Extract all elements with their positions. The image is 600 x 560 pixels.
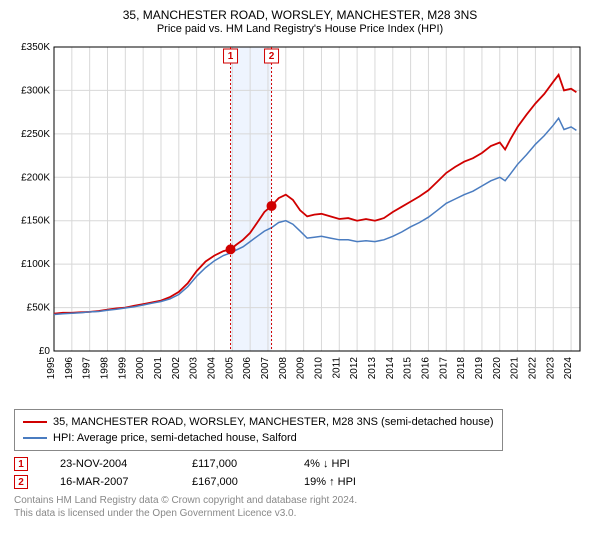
svg-text:2017: 2017: [438, 357, 449, 380]
line-chart: 1 2 £0 £50K £100K £150K £200K £250K £300K £350K 19…: [12, 41, 588, 401]
svg-text:2010: 2010: [313, 357, 324, 380]
svg-text:2015: 2015: [403, 357, 414, 380]
svg-text:2002: 2002: [171, 357, 182, 380]
svg-text:2004: 2004: [206, 357, 217, 380]
datapoint-row: 1 23-NOV-2004 £117,000 4% ↓ HPI: [14, 457, 586, 471]
datapoint-marker: 1: [14, 457, 28, 471]
datapoint-price: £167,000: [192, 476, 272, 488]
svg-text:1995: 1995: [46, 357, 57, 380]
license-text: Contains HM Land Registry data © Crown c…: [14, 495, 586, 520]
datapoint-date: 16-MAR-2007: [60, 476, 160, 488]
datapoint-row: 2 16-MAR-2007 £167,000 19% ↑ HPI: [14, 475, 586, 489]
svg-text:2018: 2018: [456, 357, 467, 380]
svg-text:£350K: £350K: [21, 42, 50, 53]
svg-text:1: 1: [228, 51, 234, 62]
svg-text:2007: 2007: [260, 357, 271, 380]
svg-text:2012: 2012: [349, 357, 360, 380]
svg-text:2019: 2019: [474, 357, 485, 380]
legend-swatch-red: [23, 421, 47, 423]
datapoint-date: 23-NOV-2004: [60, 458, 160, 470]
datapoint-list: 1 23-NOV-2004 £117,000 4% ↓ HPI 2 16-MAR-2007…: [12, 457, 588, 489]
svg-text:1996: 1996: [64, 357, 75, 380]
license-line-2: This data is licensed under the Open Gov…: [14, 508, 586, 521]
svg-text:2005: 2005: [224, 357, 235, 380]
svg-text:£300K: £300K: [21, 85, 50, 96]
datapoint-delta: 4% ↓ HPI: [304, 458, 350, 470]
svg-text:2022: 2022: [527, 357, 538, 380]
svg-text:2023: 2023: [545, 357, 556, 380]
legend-item-blue: HPI: Average price, semi-detached house,…: [23, 430, 494, 446]
svg-text:£250K: £250K: [21, 129, 50, 140]
svg-text:£150K: £150K: [21, 216, 50, 227]
svg-text:1999: 1999: [117, 357, 128, 380]
svg-text:2013: 2013: [367, 357, 378, 380]
svg-text:2003: 2003: [189, 357, 200, 380]
chart-container: 1 2 £0 £50K £100K £150K £200K £250K £300K £350K 19…: [12, 41, 588, 401]
chart-title: 35, MANCHESTER ROAD, WORSLEY, MANCHESTER…: [12, 8, 588, 22]
svg-text:2000: 2000: [135, 357, 146, 380]
svg-text:£100K: £100K: [21, 259, 50, 270]
datapoint-marker: 2: [14, 475, 28, 489]
svg-text:2011: 2011: [331, 357, 342, 379]
svg-text:2009: 2009: [296, 357, 307, 380]
license-line-1: Contains HM Land Registry data © Crown c…: [14, 495, 586, 508]
legend-label-blue: HPI: Average price, semi-detached house,…: [53, 432, 297, 444]
svg-text:2016: 2016: [420, 357, 431, 380]
legend-swatch-blue: [23, 437, 47, 439]
legend-item-red: 35, MANCHESTER ROAD, WORSLEY, MANCHESTER…: [23, 414, 494, 430]
svg-text:£200K: £200K: [21, 172, 50, 183]
svg-text:£0: £0: [39, 346, 51, 357]
svg-text:2: 2: [269, 51, 275, 62]
svg-text:2008: 2008: [278, 357, 289, 380]
svg-text:1997: 1997: [82, 357, 93, 380]
svg-text:2006: 2006: [242, 357, 253, 380]
datapoint-price: £117,000: [192, 458, 272, 470]
datapoint-delta: 19% ↑ HPI: [304, 476, 356, 488]
svg-text:2021: 2021: [510, 357, 521, 380]
svg-text:2001: 2001: [153, 357, 164, 380]
legend: 35, MANCHESTER ROAD, WORSLEY, MANCHESTER…: [14, 409, 503, 451]
svg-text:2024: 2024: [563, 357, 574, 380]
svg-text:1998: 1998: [99, 357, 110, 380]
svg-text:£50K: £50K: [27, 303, 51, 314]
svg-text:2020: 2020: [492, 357, 503, 380]
svg-text:2014: 2014: [385, 357, 396, 380]
legend-label-red: 35, MANCHESTER ROAD, WORSLEY, MANCHESTER…: [53, 416, 494, 428]
chart-subtitle: Price paid vs. HM Land Registry's House …: [12, 23, 588, 35]
